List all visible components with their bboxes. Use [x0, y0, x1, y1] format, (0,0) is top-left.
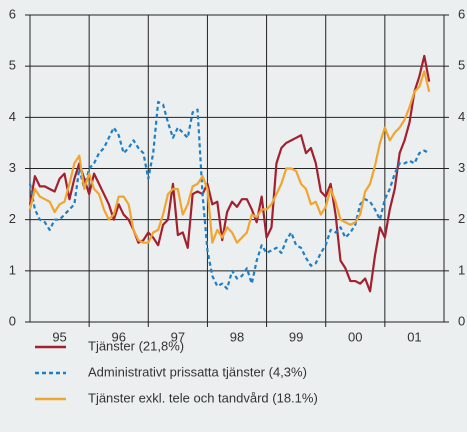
y2-tick-label: 2: [458, 211, 465, 226]
x-tick-label: 96: [111, 329, 125, 344]
y2-tick-label: 6: [458, 6, 465, 21]
y2-tick-label: 0: [458, 313, 465, 328]
y-tick-label: 3: [9, 160, 16, 175]
series-line: [28, 100, 430, 290]
y2-tick-label: 3: [458, 160, 465, 175]
y2-tick-label: 5: [458, 58, 465, 73]
x-tick-label: 00: [348, 329, 362, 344]
series-line: [28, 54, 431, 293]
y-tick-label: 0: [9, 313, 16, 328]
legend-label: Administrativt prissatta tjänster (4,3%): [88, 364, 307, 379]
y2-tick-label: 1: [458, 262, 465, 277]
y-tick-label: 6: [9, 6, 16, 21]
legend-label: Tjänster exkl. tele och tandvård (18.1%): [88, 390, 318, 405]
series-line: [28, 70, 431, 244]
y-tick-label: 2: [9, 211, 16, 226]
y-tick-label: 1: [9, 262, 16, 277]
x-tick-label: 99: [289, 329, 303, 344]
x-tick-label: 97: [171, 329, 185, 344]
x-tick-label: 95: [52, 329, 66, 344]
x-tick-label: 98: [230, 329, 244, 344]
y-tick-label: 5: [9, 58, 16, 73]
legend-label: Tjänster (21,8%): [88, 338, 184, 353]
y-tick-label: 4: [9, 109, 16, 124]
x-tick-label: 01: [407, 329, 421, 344]
y2-tick-label: 4: [458, 109, 465, 124]
